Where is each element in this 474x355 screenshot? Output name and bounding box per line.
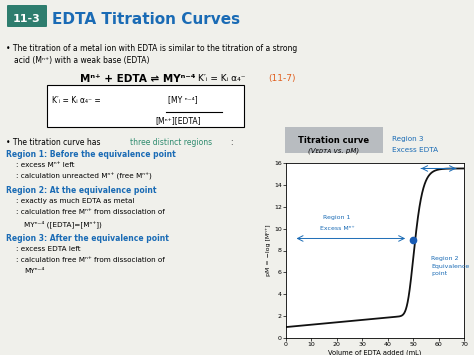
Text: (Vᴇᴅᴛᴀ vs. pM): (Vᴇᴅᴛᴀ vs. pM) xyxy=(309,147,360,153)
Text: K′ᵢ = Kᵢ α₄⁻: K′ᵢ = Kᵢ α₄⁻ xyxy=(198,74,246,83)
Text: EDTA Titration Curves: EDTA Titration Curves xyxy=(52,11,240,27)
Text: K′ᵢ = Kᵢ α₄⁻ =: K′ᵢ = Kᵢ α₄⁻ = xyxy=(52,96,101,105)
Text: • The titration curve has: • The titration curve has xyxy=(6,138,103,147)
Text: Region 1: Region 1 xyxy=(323,215,351,220)
Text: Region 1: Before the equivalence point: Region 1: Before the equivalence point xyxy=(6,150,176,159)
Text: 11-3: 11-3 xyxy=(13,14,41,24)
Text: Excess EDTA: Excess EDTA xyxy=(392,147,438,153)
X-axis label: Volume of EDTA added (mL): Volume of EDTA added (mL) xyxy=(328,350,422,355)
Text: • The titration of a metal ion with EDTA is similar to the titration of a strong: • The titration of a metal ion with EDTA… xyxy=(6,44,297,53)
Text: MYⁿ⁻⁴ ([EDTA]=[Mⁿ⁺]): MYⁿ⁻⁴ ([EDTA]=[Mⁿ⁺]) xyxy=(24,220,102,228)
Text: Mⁿ⁺ + EDTA ⇌ MYⁿ⁻⁴: Mⁿ⁺ + EDTA ⇌ MYⁿ⁻⁴ xyxy=(80,74,195,84)
Text: (11-7): (11-7) xyxy=(268,74,295,83)
Text: : calculation free Mⁿ⁺ from dissociation of: : calculation free Mⁿ⁺ from dissociation… xyxy=(16,257,165,263)
Text: : excess EDTA left: : excess EDTA left xyxy=(16,246,81,252)
Text: :: : xyxy=(230,138,233,147)
Text: : calculation free Mⁿ⁺ from dissociation of: : calculation free Mⁿ⁺ from dissociation… xyxy=(16,209,165,215)
FancyBboxPatch shape xyxy=(47,85,244,127)
Text: : calculation unreacted Mⁿ⁺ (free Mⁿ⁺): : calculation unreacted Mⁿ⁺ (free Mⁿ⁺) xyxy=(16,173,152,180)
Text: Region 3: Region 3 xyxy=(392,136,423,142)
FancyBboxPatch shape xyxy=(285,127,383,153)
Text: : excess Mⁿ⁺ left: : excess Mⁿ⁺ left xyxy=(16,162,74,168)
Text: MYⁿ⁻⁴: MYⁿ⁻⁴ xyxy=(24,268,45,274)
Text: [Mⁿ⁺][EDTA]: [Mⁿ⁺][EDTA] xyxy=(155,116,201,125)
Text: acid (Mⁿ⁺) with a weak base (EDTA): acid (Mⁿ⁺) with a weak base (EDTA) xyxy=(14,56,149,65)
Text: Excess Mⁿ⁺: Excess Mⁿ⁺ xyxy=(319,226,354,231)
Text: three distinct regions: three distinct regions xyxy=(130,138,212,147)
Text: Titration curve: Titration curve xyxy=(299,136,370,145)
Text: Region 2: At the equivalence point: Region 2: At the equivalence point xyxy=(6,186,156,195)
Text: point: point xyxy=(431,271,447,276)
Text: Region 3: After the equivalence point: Region 3: After the equivalence point xyxy=(6,234,169,243)
FancyBboxPatch shape xyxy=(7,5,47,27)
Y-axis label: pM = −log [Mⁿ⁺]: pM = −log [Mⁿ⁺] xyxy=(266,225,271,276)
Text: Region 2: Region 2 xyxy=(431,256,458,261)
Text: Equivalence: Equivalence xyxy=(431,264,469,269)
Text: : exactly as much EDTA as metal: : exactly as much EDTA as metal xyxy=(16,198,134,204)
Text: [MY ⁿ⁻⁴]: [MY ⁿ⁻⁴] xyxy=(168,95,198,104)
